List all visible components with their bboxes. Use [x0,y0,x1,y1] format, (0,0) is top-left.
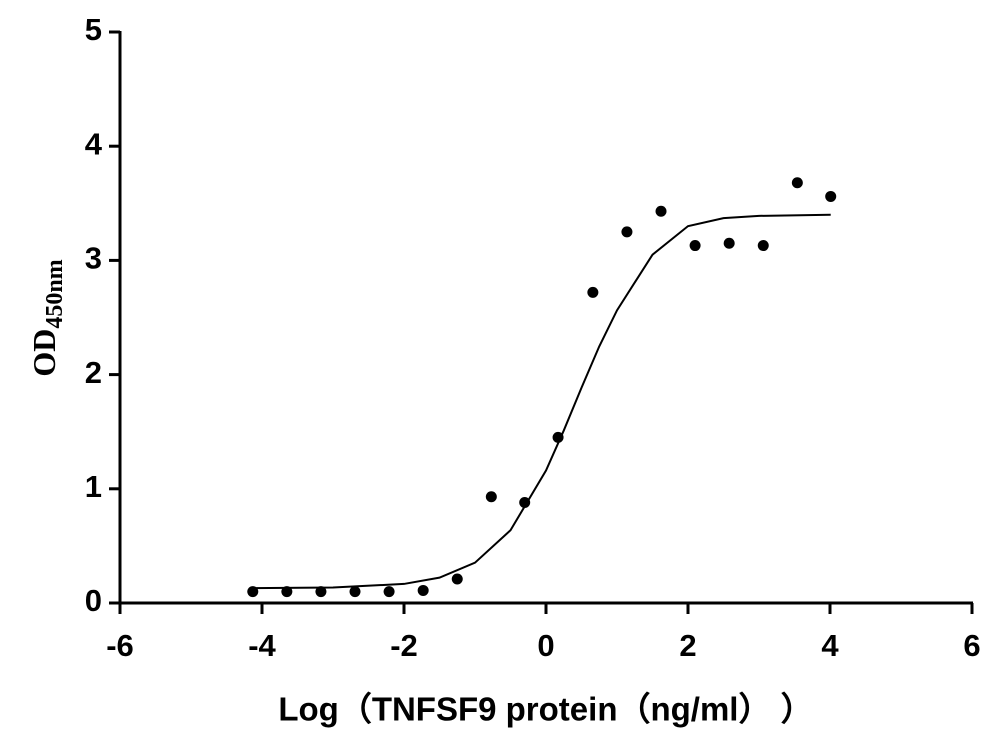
data-point [315,586,327,598]
data-point [723,237,735,249]
y-tick-label: 2 [85,355,102,390]
x-tick-label: -2 [390,628,418,663]
data-point [825,190,837,202]
x-tick-label: 6 [963,628,980,663]
y-axis-label: OD450nm [26,259,67,376]
y-tick-label: 1 [85,469,102,504]
y-label-main: OD [26,329,62,377]
x-tick-label: -4 [248,628,276,663]
data-point [689,240,701,252]
data-point [757,240,769,252]
data-point [655,205,667,217]
x-tick-label: 2 [679,628,696,663]
fit-curve [252,213,831,590]
data-point [791,177,803,189]
y-tick-label: 5 [85,12,102,47]
data-point [485,491,497,503]
data-point [349,586,361,598]
x-tick-label: -6 [106,628,134,663]
x-tick-label: 4 [821,628,839,663]
y-tick-label: 3 [85,241,102,276]
data-point [451,573,463,585]
data-point [383,586,395,598]
data-point [621,226,633,238]
data-point [587,286,599,298]
y-label-sub: 450nm [42,259,68,328]
data-point [417,584,429,596]
x-tick-label: 0 [537,628,554,663]
y-tick-label: 0 [85,583,102,618]
data-point [519,497,531,509]
y-tick-label: 4 [85,126,103,161]
data-point [552,431,564,443]
x-axis-label: Log（TNFSF9 protein（ng/ml） ） [278,691,813,728]
